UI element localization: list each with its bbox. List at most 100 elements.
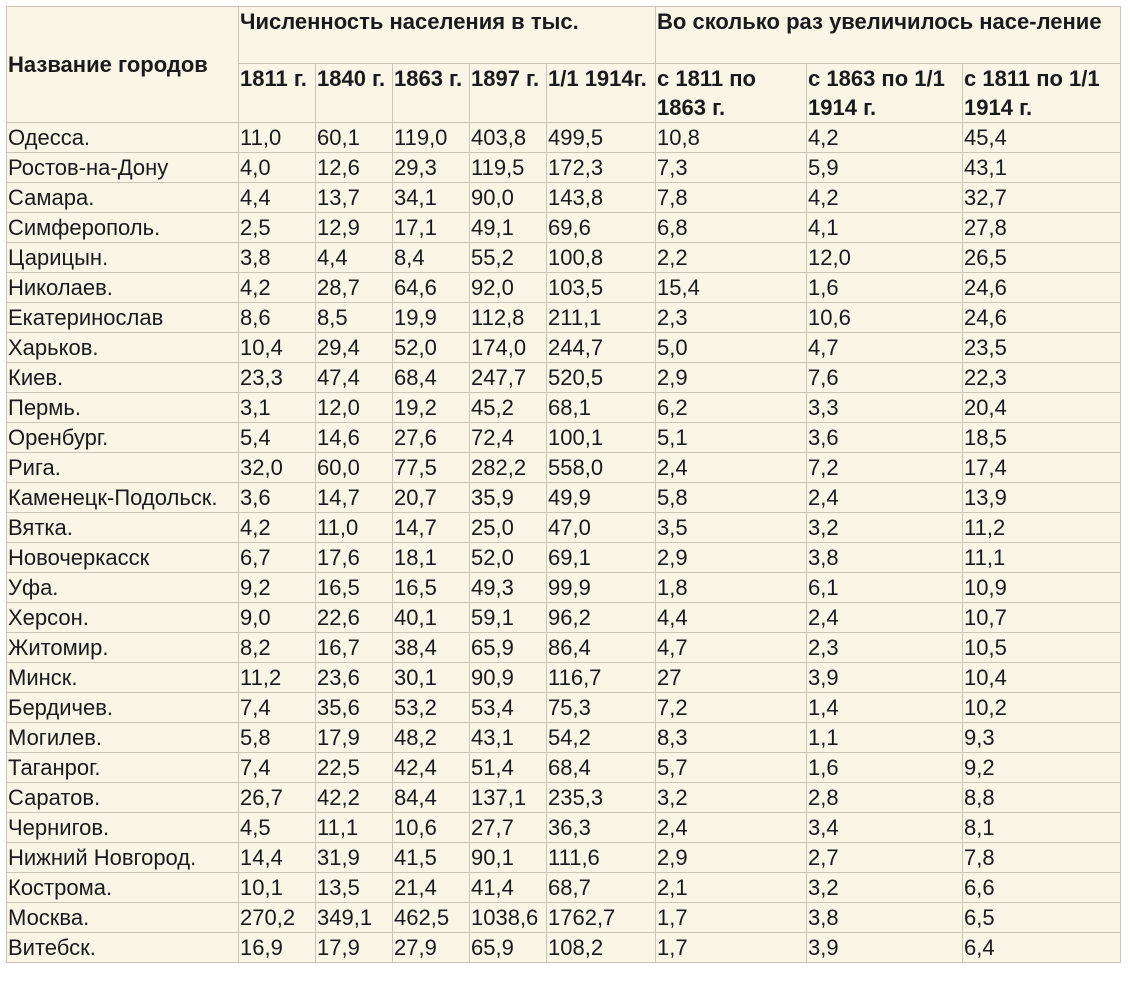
value-cell: 5,7 xyxy=(655,752,808,783)
value-cell: 520,5 xyxy=(545,362,657,393)
table-row: Пермь. 3,1 12,0 19,2 45,2 68,1 6,2 3,3 20,4 xyxy=(6,392,1122,423)
value-cell: 13,9 xyxy=(962,482,1122,513)
city-cell: Житомир. xyxy=(6,632,239,663)
subheader-cell: с 1863 по 1/1 1914 г. xyxy=(806,63,964,123)
city-cell: Киев. xyxy=(6,362,239,393)
city-cell: Херсон. xyxy=(6,602,239,633)
value-cell: 35,9 xyxy=(469,482,547,513)
table-row: Херсон. 9,0 22,6 40,1 59,1 96,2 4,4 2,4 10,7 xyxy=(6,602,1122,633)
value-cell: 59,1 xyxy=(469,602,547,633)
value-cell: 5,8 xyxy=(238,722,316,753)
value-cell: 17,9 xyxy=(315,722,393,753)
city-cell: Харьков. xyxy=(6,332,239,363)
value-cell: 69,6 xyxy=(545,212,657,243)
header-cell: Во сколько раз увеличилось насе-ление xyxy=(655,6,1122,64)
value-cell: 6,7 xyxy=(238,542,316,573)
value-cell: 21,4 xyxy=(392,872,470,903)
value-cell: 55,2 xyxy=(469,242,547,273)
subheader-cell: 1811 г. xyxy=(238,63,316,123)
value-cell: 68,4 xyxy=(392,362,470,393)
value-cell: 9,3 xyxy=(962,722,1122,753)
table-row: Екатеринослав 8,6 8,5 19,9 112,8 211,1 2,3 10,6… xyxy=(6,302,1122,333)
subheader-cell: 1897 г. xyxy=(469,63,547,123)
value-cell: 8,4 xyxy=(392,242,470,273)
subheader-cell: с 1811 по 1/1 1914 г. xyxy=(962,63,1122,123)
value-cell: 3,6 xyxy=(806,422,964,453)
value-cell: 15,4 xyxy=(655,272,808,303)
city-cell: Новочеркасск xyxy=(6,542,239,573)
city-cell: Минск. xyxy=(6,662,239,693)
value-cell: 3,4 xyxy=(806,812,964,843)
value-cell: 3,5 xyxy=(655,512,808,543)
value-cell: 11,0 xyxy=(315,512,393,543)
value-cell: 36,3 xyxy=(545,812,657,843)
value-cell: 1038,6 xyxy=(469,902,547,933)
value-cell: 29,3 xyxy=(392,152,470,183)
table-row: Уфа. 9,2 16,5 16,5 49,3 99,9 1,8 6,1 10,9 xyxy=(6,572,1122,603)
value-cell: 10,7 xyxy=(962,602,1122,633)
value-cell: 1,6 xyxy=(806,272,964,303)
value-cell: 54,2 xyxy=(545,722,657,753)
value-cell: 68,1 xyxy=(545,392,657,423)
value-cell: 7,8 xyxy=(655,182,808,213)
value-cell: 16,5 xyxy=(315,572,393,603)
value-cell: 7,2 xyxy=(655,692,808,723)
value-cell: 103,5 xyxy=(545,272,657,303)
value-cell: 5,0 xyxy=(655,332,808,363)
city-cell: Симферополь. xyxy=(6,212,239,243)
value-cell: 6,6 xyxy=(962,872,1122,903)
subheader-cell: 1/1 1914г. xyxy=(545,63,657,123)
value-cell: 16,5 xyxy=(392,572,470,603)
value-cell: 282,2 xyxy=(469,452,547,483)
table-row: Одесса. 11,0 60,1 119,0 403,8 499,5 10,8 4,2 45,… xyxy=(6,122,1122,153)
table-row: Кострома. 10,1 13,5 21,4 41,4 68,7 2,1 3,2 6,6 xyxy=(6,872,1122,903)
value-cell: 16,7 xyxy=(315,632,393,663)
value-cell: 14,7 xyxy=(392,512,470,543)
value-cell: 68,7 xyxy=(545,872,657,903)
value-cell: 14,7 xyxy=(315,482,393,513)
value-cell: 1,4 xyxy=(806,692,964,723)
value-cell: 92,0 xyxy=(469,272,547,303)
value-cell: 2,5 xyxy=(238,212,316,243)
table-body: Одесса. 11,0 60,1 119,0 403,8 499,5 10,8 4,2 45,… xyxy=(6,122,1122,963)
city-cell: Бердичев. xyxy=(6,692,239,723)
value-cell: 99,9 xyxy=(545,572,657,603)
table-row: Минск. 11,2 23,6 30,1 90,9 116,7 27 3,9 10,4 xyxy=(6,662,1122,693)
value-cell: 6,8 xyxy=(655,212,808,243)
value-cell: 19,2 xyxy=(392,392,470,423)
value-cell: 6,4 xyxy=(962,932,1122,963)
value-cell: 2,9 xyxy=(655,362,808,393)
value-cell: 53,4 xyxy=(469,692,547,723)
value-cell: 10,1 xyxy=(238,872,316,903)
value-cell: 16,9 xyxy=(238,932,316,963)
value-cell: 68,4 xyxy=(545,752,657,783)
value-cell: 2,2 xyxy=(655,242,808,273)
value-cell: 72,4 xyxy=(469,422,547,453)
value-cell: 14,4 xyxy=(238,842,316,873)
value-cell: 51,4 xyxy=(469,752,547,783)
city-cell: Екатеринослав xyxy=(6,302,239,333)
value-cell: 45,2 xyxy=(469,392,547,423)
value-cell: 119,0 xyxy=(392,122,470,153)
value-cell: 2,9 xyxy=(655,542,808,573)
value-cell: 49,1 xyxy=(469,212,547,243)
city-cell: Николаев. xyxy=(6,272,239,303)
value-cell: 4,7 xyxy=(655,632,808,663)
value-cell: 5,1 xyxy=(655,422,808,453)
value-cell: 32,7 xyxy=(962,182,1122,213)
value-cell: 9,2 xyxy=(962,752,1122,783)
subheader-cell: 1840 г. xyxy=(315,63,393,123)
value-cell: 3,8 xyxy=(806,542,964,573)
value-cell: 11,2 xyxy=(238,662,316,693)
value-cell: 17,1 xyxy=(392,212,470,243)
value-cell: 23,5 xyxy=(962,332,1122,363)
value-cell: 23,6 xyxy=(315,662,393,693)
value-cell: 7,4 xyxy=(238,692,316,723)
value-cell: 100,1 xyxy=(545,422,657,453)
value-cell: 6,5 xyxy=(962,902,1122,933)
city-cell: Каменецк-Подольск. xyxy=(6,482,239,513)
value-cell: 12,0 xyxy=(806,242,964,273)
value-cell: 47,0 xyxy=(545,512,657,543)
header-row: Название городов Численность населения в… xyxy=(6,6,1122,123)
value-cell: 119,5 xyxy=(469,152,547,183)
